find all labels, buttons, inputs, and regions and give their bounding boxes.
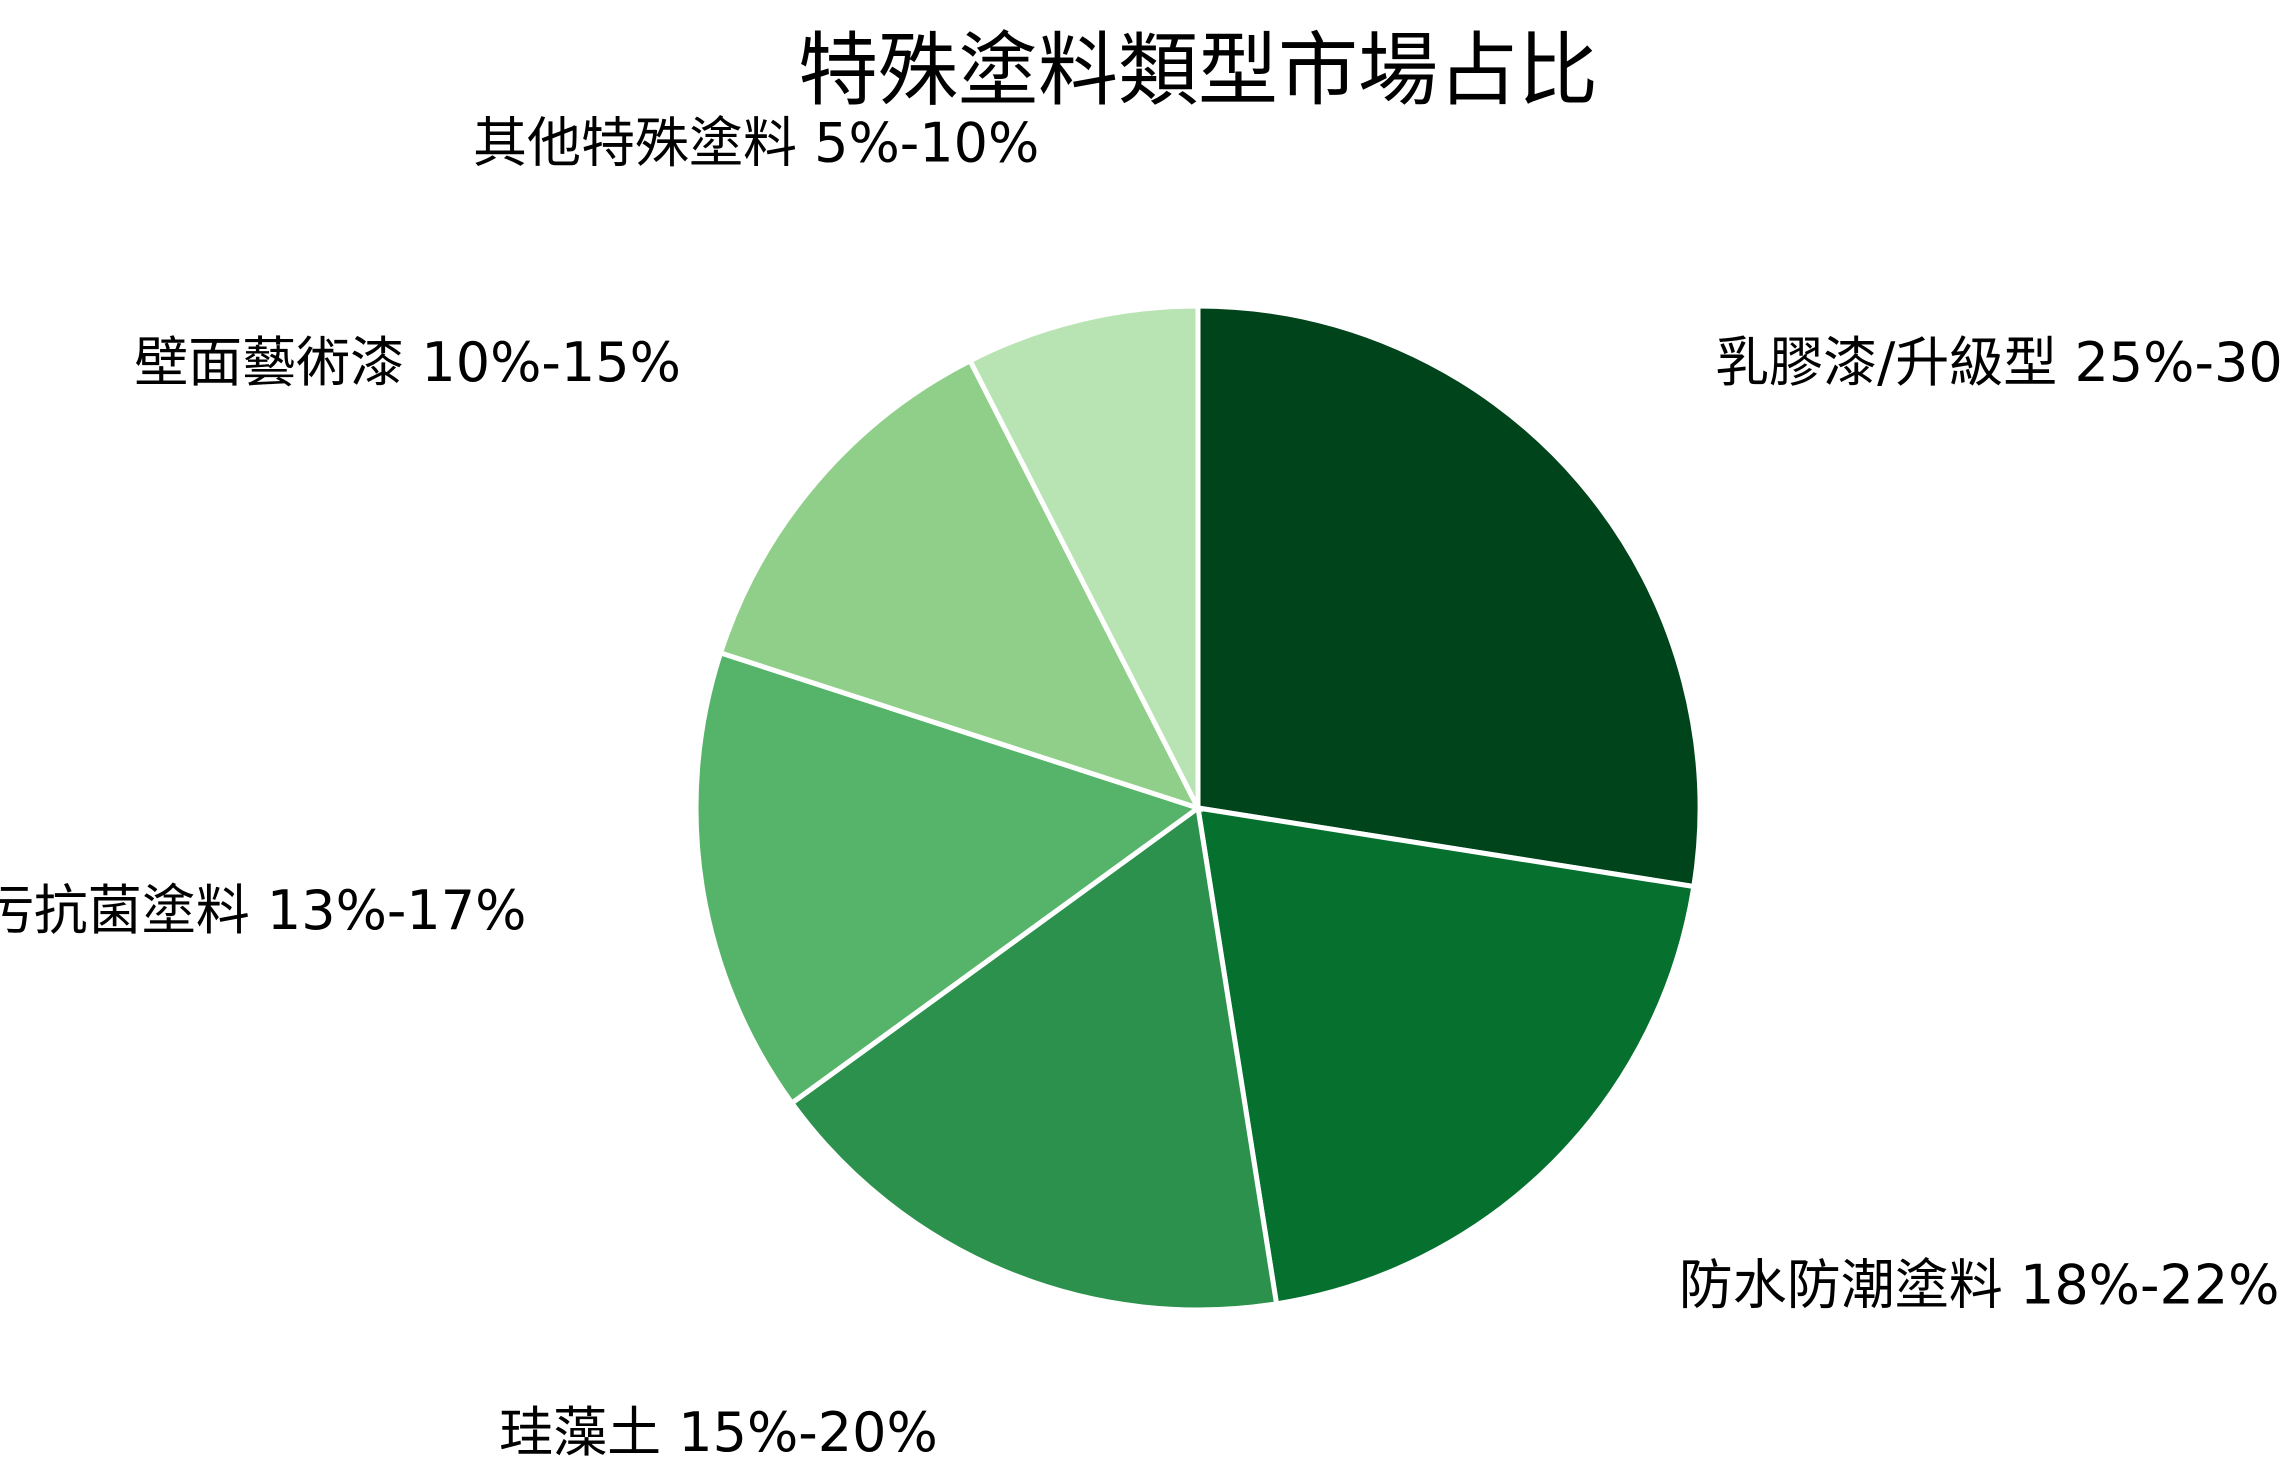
- pie-label-5: 壁面藝術漆 10%-15%: [134, 331, 681, 394]
- pie-label-1: 乳膠漆/升級型 25%-30%: [1715, 331, 2282, 394]
- chart-title: 特殊塗料類型市場占比: [798, 24, 1598, 117]
- pie-label-3: 珪藻土 15%-20%: [499, 1401, 938, 1464]
- pie-label-2: 防水防潮塗料 18%-22%: [1679, 1253, 2280, 1316]
- pie-slice-6: [966, 303, 1201, 810]
- pie-label-6: 其他特殊塗料 5%-10%: [473, 111, 1039, 174]
- pie-slice-4: [693, 649, 1204, 1107]
- pie-labels: 乳膠漆/升級型 25%-30% 防水防潮塗料 18%-22% 珪藻土 15%-20%…: [0, 111, 2282, 1463]
- pie-slice-3: [788, 803, 1280, 1313]
- pie-slice-2: [1194, 804, 1697, 1307]
- pie-slices: [693, 303, 1703, 1313]
- pie-slice-5: [717, 357, 1203, 813]
- pie-label-4: 抗污抗菌塗料 13%-17%: [0, 879, 526, 942]
- pie-slice-1: [1195, 303, 1703, 890]
